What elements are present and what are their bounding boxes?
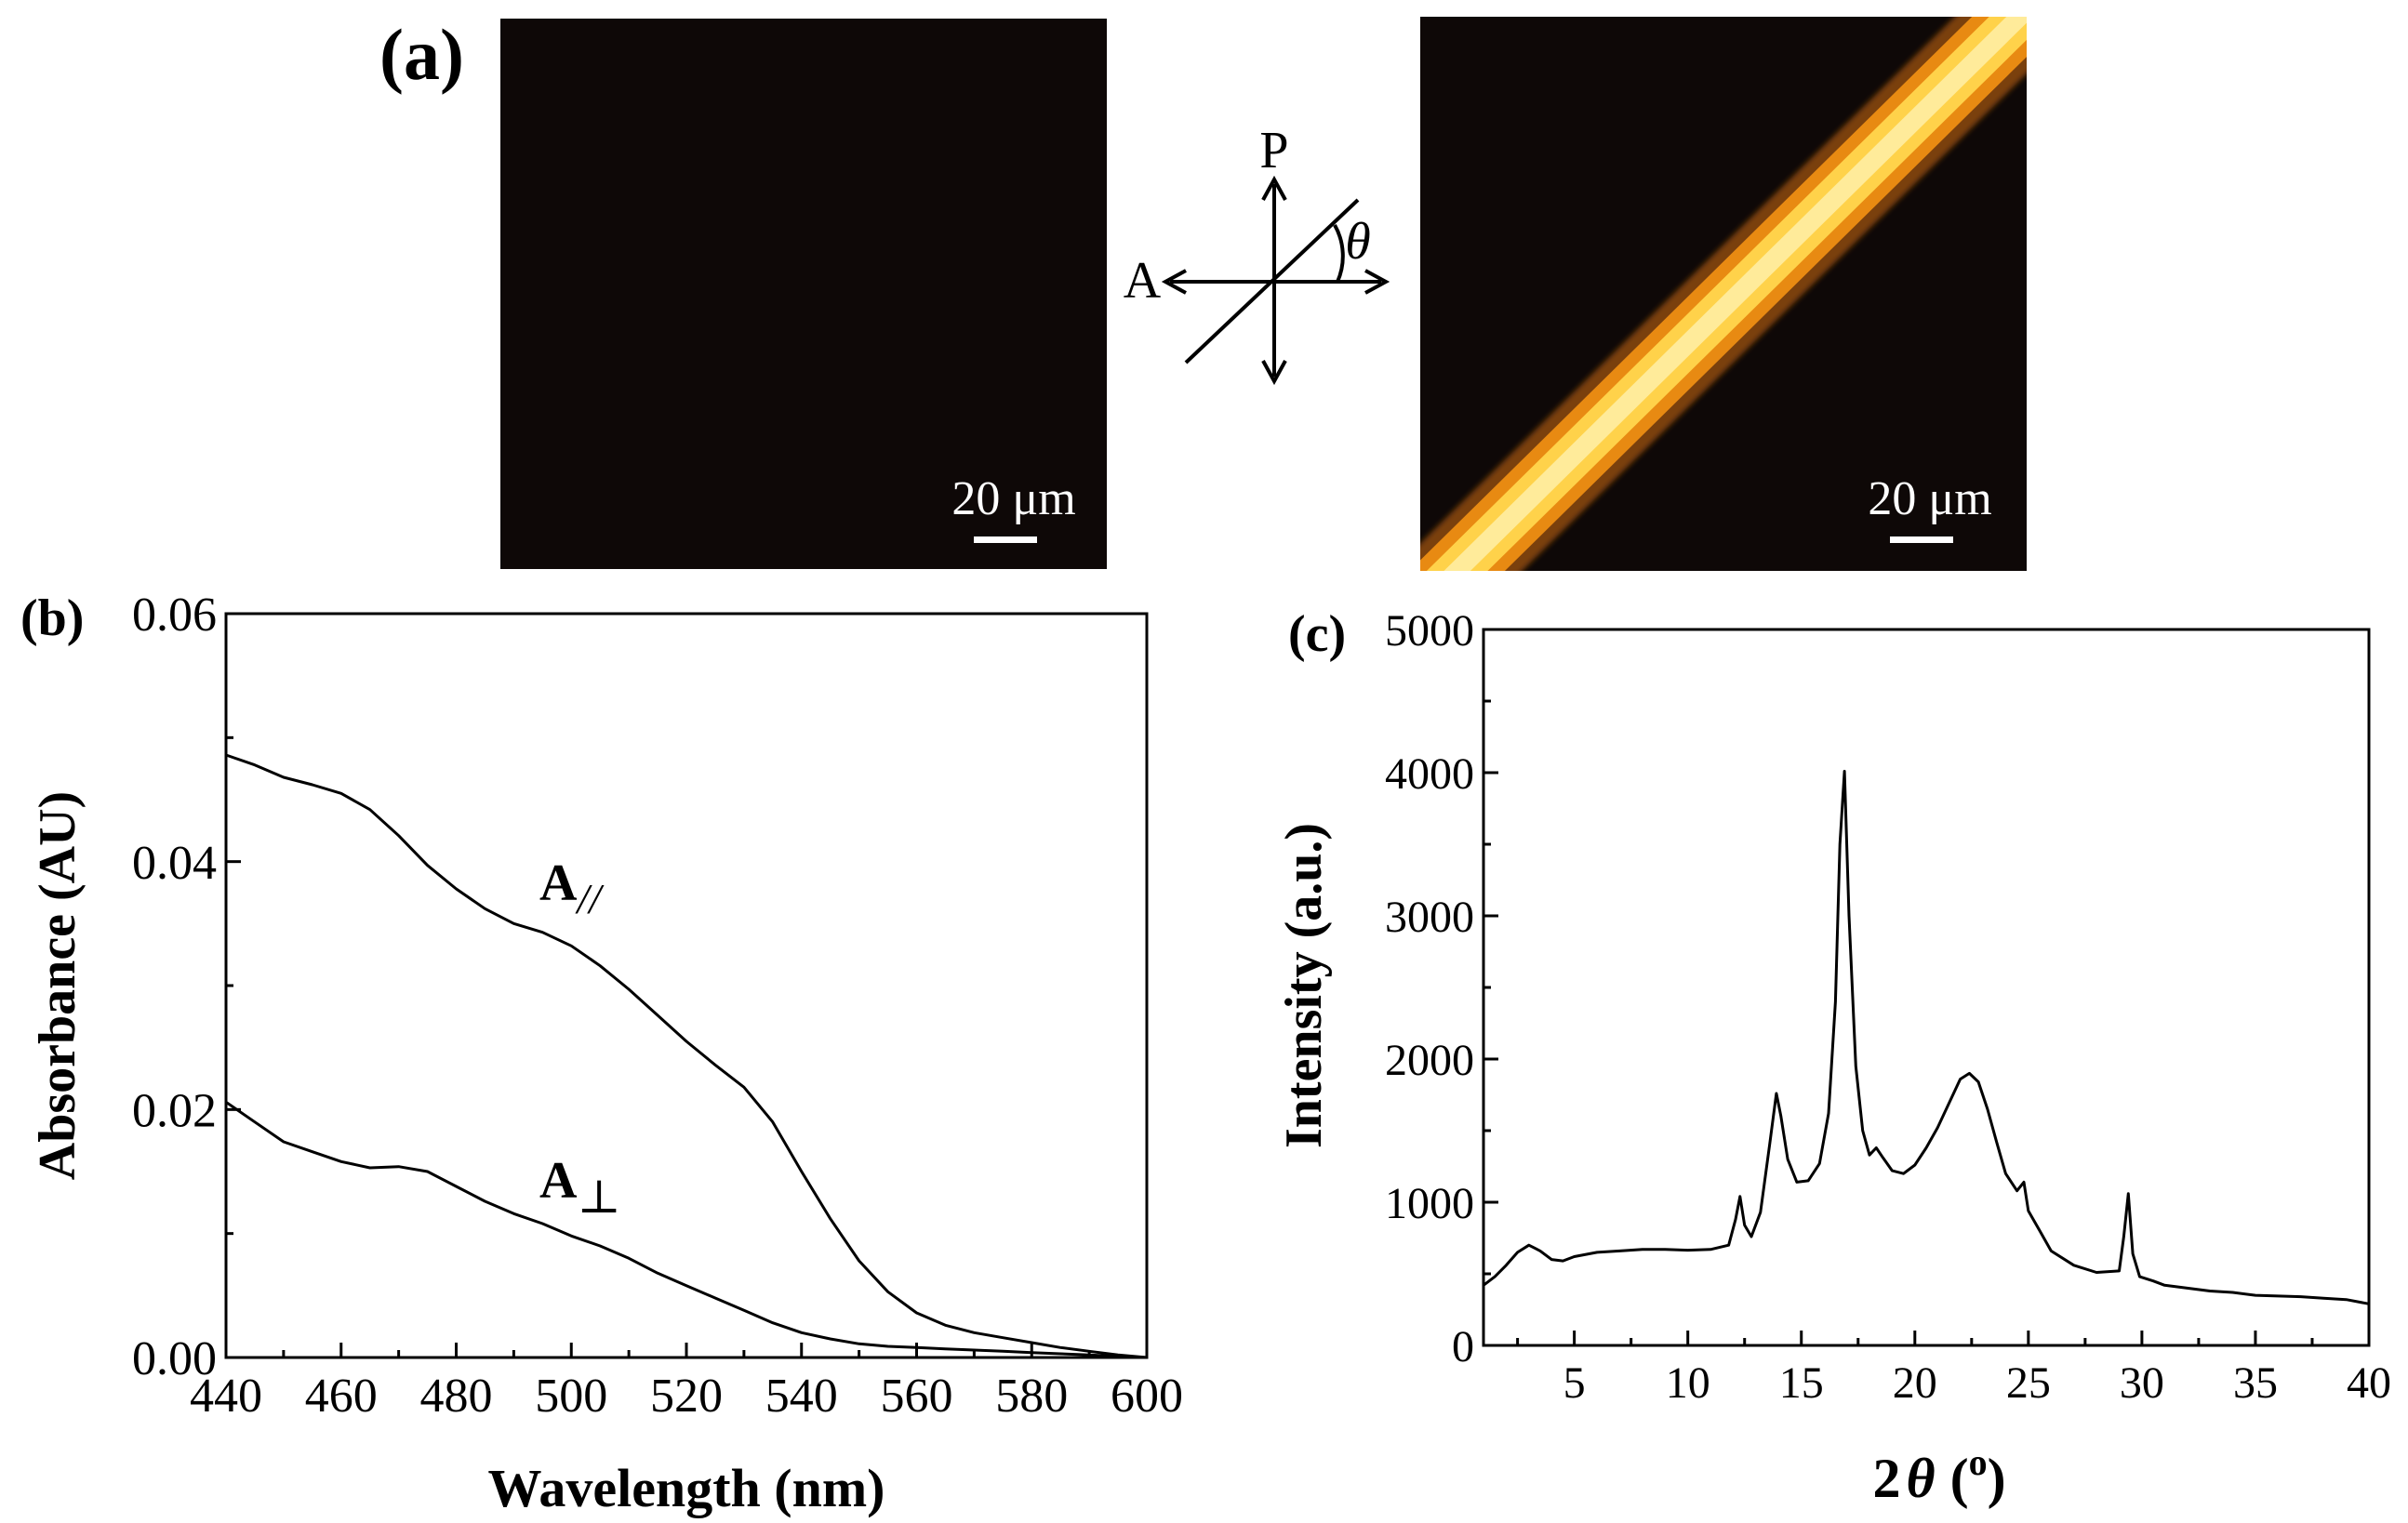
y-tick-label: 0.02 [132,1085,217,1138]
micrograph-dark: 20 μm [500,19,1107,569]
chart-b-series [225,753,1148,1359]
x-tick-label: 15 [1779,1358,1824,1408]
fiber-core [1443,17,2027,571]
chart-c-series [1483,770,2370,1305]
chart-c-xlabel-num: 2 [1872,1448,1900,1509]
polarizer-compass [1161,175,1390,386]
x-tick-label: 30 [2120,1358,2164,1408]
x-tick-label: 25 [2006,1358,2051,1408]
analyzer-arrow-left [1161,269,1187,295]
chart-c-xlabel-open: ( [1950,1448,1969,1509]
x-tick-label: 600 [1111,1370,1183,1423]
chart-b-x-axis: 440 460 480 500 520 540 560 580 600 [190,1343,1183,1423]
x-tick-label: 35 [2233,1358,2278,1408]
chart-b-xlabel: Wavelength (nm) [488,1458,885,1518]
series-label-a-parallel: A// [539,854,605,922]
compass-label-p: P [1259,122,1288,179]
y-tick-label: 2000 [1385,1036,1474,1085]
panel-label-b: (b) [20,589,84,647]
polarizer-arrow-up [1261,175,1287,201]
x-tick-label: 520 [650,1370,723,1423]
analyzer-arrow-right [1364,269,1390,295]
polarizer-arrow-down [1261,360,1287,386]
x-tick-label: 20 [1893,1358,1937,1408]
y-tick-label: 1000 [1385,1179,1474,1228]
x-tick-label: 440 [190,1370,262,1423]
series-line-xrd [1483,770,2370,1305]
chart-c-x-axis: 5 10 15 20 25 30 35 40 [1516,1331,2391,1408]
y-tick-label: 0.00 [132,1332,217,1385]
x-tick-label: 5 [1563,1358,1586,1408]
chart-c-xlabel-unit: o [1969,1441,1988,1483]
panel-label-a: (a) [379,14,464,95]
chart-b-frame [224,612,1149,1359]
chart-b-y-axis: 0.00 0.02 0.04 0.06 [132,589,241,1385]
chart-c-y-axis: 0 1000 2000 3000 4000 5000 [1385,606,1498,1371]
compass-label-theta: θ [1345,213,1371,271]
x-tick-label: 540 [765,1370,838,1423]
chart-c-xlabel-close: ) [1988,1448,2006,1509]
panel-c: (c) 5 10 15 20 25 30 35 40 0 1000 2000 3000 4000 500… [1275,605,2391,1509]
x-tick-label: 500 [535,1370,607,1423]
y-tick-label: 0.04 [132,837,217,890]
series-line-a [225,753,1148,1359]
chart-c-ylabel: Intensity (a.u.) [1275,823,1333,1148]
series-label-a-parallel-sub: // [574,875,605,922]
panel-b: (b) 440 460 480 500 520 540 560 580 600 0.00 0.02… [20,589,1183,1518]
x-tick-label: 480 [420,1370,493,1423]
y-tick-label: 4000 [1385,749,1474,799]
scale-bar-right [1890,536,1953,543]
panel-a: (a) 20 μm P A θ [379,14,2027,571]
chart-c-frame [1482,628,2371,1347]
scale-bar-left [974,536,1037,543]
chart-b-ylabel: Absorbance (AU) [29,791,86,1180]
y-tick-label: 3000 [1385,893,1474,942]
series-label-a-parallel-main: A [539,854,578,912]
y-tick-label: 0 [1452,1322,1474,1371]
y-tick-label: 5000 [1385,606,1474,656]
chart-c-xlabel: 2 θ (o) [1872,1441,2005,1509]
chart-c-xlabel-theta: θ [1906,1448,1935,1509]
scale-bar-label-right: 20 μm [1868,472,1991,525]
x-tick-label: 580 [995,1370,1068,1423]
series-label-a-perp: A⊥ [539,1152,620,1223]
y-tick-label: 0.06 [132,589,217,642]
scale-bar-label-left: 20 μm [951,472,1075,525]
x-tick-label: 10 [1666,1358,1710,1408]
x-tick-label: 560 [881,1370,953,1423]
fiber-direction-line [1184,198,1360,364]
x-tick-label: 40 [2347,1358,2391,1408]
series-label-a-perp-main: A [539,1152,578,1210]
micrograph-bright: 20 μm [1420,17,2027,571]
series-line-a [225,1101,1148,1359]
compass-label-a: A [1124,252,1162,310]
series-label-a-perp-sub: ⊥ [577,1171,620,1223]
theta-arc [1333,224,1345,283]
micrograph-dark-background [500,19,1107,569]
x-tick-label: 460 [305,1370,378,1423]
panel-label-c: (c) [1288,605,1346,663]
